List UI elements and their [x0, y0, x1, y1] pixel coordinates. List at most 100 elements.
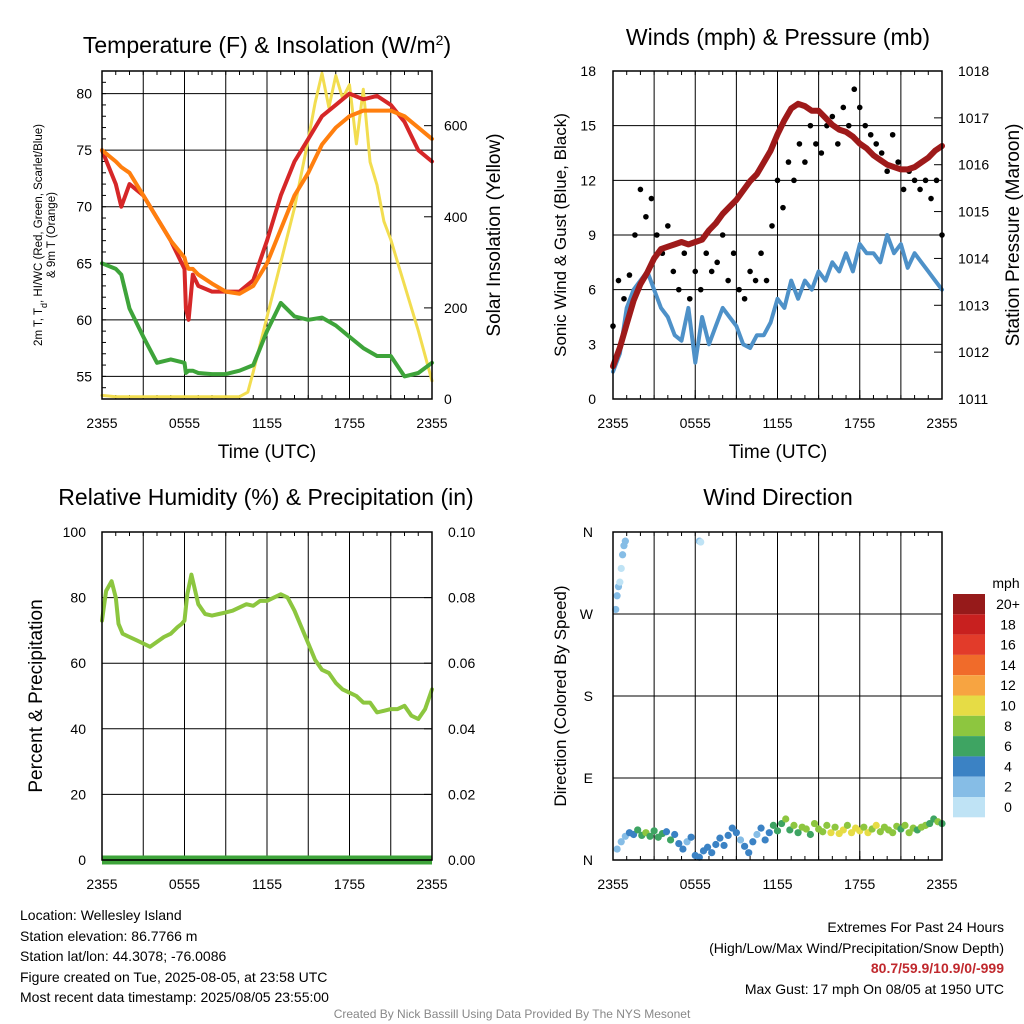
- gust-point: [626, 272, 633, 278]
- gust-point: [615, 277, 622, 284]
- direction-point: [671, 830, 679, 839]
- pressure-y-tick-label: 1018: [958, 63, 989, 79]
- rh-x-tick-label: 2355: [86, 876, 117, 892]
- station-elevation: Station elevation: 86.7766 m: [20, 927, 198, 944]
- gust-point: [736, 286, 742, 293]
- temp-x-tick-label: 2355: [416, 415, 447, 431]
- gust-point: [813, 141, 819, 147]
- direction-point: [843, 821, 852, 829]
- rh-y-tick-label: 60: [70, 655, 86, 671]
- wind-y-tick-label: 6: [588, 282, 596, 298]
- direction-point: [650, 827, 658, 835]
- wind-x-tick-label: 2355: [926, 415, 957, 431]
- gust-point: [867, 131, 874, 138]
- speed-legend-label: 6: [1004, 738, 1012, 754]
- gust-point: [747, 268, 753, 275]
- extremes-values: 80.7/59.9/10.9/0/-999: [870, 960, 1004, 977]
- gust-point: [895, 159, 901, 165]
- wind-y-tick-label: 15: [580, 118, 596, 134]
- gust-point: [928, 195, 934, 202]
- gust-point: [752, 277, 759, 284]
- gust-point: [862, 122, 869, 129]
- gust-point: [911, 177, 918, 184]
- direction-point: [765, 829, 773, 837]
- pressure-y-axis-label: Station Pressure (Maroon): [1003, 124, 1024, 347]
- dir-y-tick-label: S: [584, 688, 593, 704]
- direction-point: [749, 838, 757, 846]
- dir-x-tick-label: 1755: [844, 876, 875, 892]
- direction-point: [613, 845, 621, 853]
- dir-x-tick-label: 2355: [926, 876, 957, 892]
- direction-point: [724, 831, 732, 840]
- station-info: Location: Wellesley Island Station eleva…: [20, 905, 329, 1008]
- speed-legend-swatch: [953, 776, 985, 797]
- gust-point: [884, 168, 890, 175]
- gust-point: [637, 186, 644, 193]
- sonic-wind-line: [611, 233, 944, 374]
- direction-point: [712, 840, 720, 849]
- direction-point: [802, 825, 810, 833]
- gust-point: [807, 122, 814, 129]
- speed-legend-label: 12: [1000, 677, 1016, 693]
- wind-y-tick-label: 18: [580, 63, 596, 79]
- recent-data-timestamp: Most recent data timestamp: 2025/08/05 2…: [20, 989, 329, 1006]
- direction-point: [860, 823, 868, 831]
- direction-point: [720, 841, 728, 850]
- station-location: Location: Wellesley Island: [20, 907, 182, 923]
- gust-point: [818, 150, 825, 156]
- relative-humidity-line: [100, 572, 434, 721]
- precip-y-tick-label: 0.08: [448, 590, 475, 606]
- rh-y-tick-label: 100: [63, 524, 87, 540]
- speed-legend-swatch: [953, 715, 985, 737]
- gust-point: [774, 177, 781, 184]
- pressure-y-tick-label: 1012: [958, 344, 989, 360]
- speed-legend-swatch: [953, 695, 985, 716]
- direction-point: [757, 824, 765, 832]
- temp-y-tick-label: 65: [76, 255, 92, 271]
- gust-point: [856, 104, 863, 111]
- precip-y-tick-label: 0.06: [448, 655, 475, 671]
- pressure-y-tick-label: 1016: [958, 157, 989, 173]
- temp-x-tick-label: 2355: [86, 415, 117, 431]
- dir-y-tick-label: N: [583, 852, 593, 868]
- speed-legend-label: 2: [1004, 779, 1012, 795]
- gust-point: [878, 150, 885, 156]
- temp-y-tick-label: 75: [76, 142, 92, 158]
- speed-legend-swatch: [953, 594, 985, 615]
- direction-point: [617, 564, 625, 573]
- gust-point: [621, 295, 627, 302]
- gust-point: [785, 159, 792, 165]
- speed-legend-label: 20+: [996, 596, 1020, 612]
- precip-y-tick-label: 0.10: [448, 524, 475, 540]
- gust-point: [697, 286, 704, 293]
- dewpoint-line: [100, 261, 434, 379]
- gust-point: [632, 232, 638, 238]
- nine-meter-temperature-line: [100, 108, 434, 296]
- direction-point: [687, 833, 695, 841]
- gust-point: [730, 250, 737, 257]
- speed-legend-label: 18: [1000, 616, 1016, 632]
- gust-point: [763, 277, 770, 284]
- precip-y-tick-label: 0.02: [448, 786, 475, 802]
- direction-point: [618, 551, 627, 559]
- dir-x-tick-label: 2355: [597, 876, 628, 892]
- dir-y-tick-label: N: [583, 524, 593, 540]
- direction-point: [769, 821, 777, 829]
- rh-y-axis-label: Percent & Precipitation: [26, 599, 47, 792]
- speed-legend-swatch: [953, 797, 985, 818]
- insolation-y-tick-label: 600: [444, 118, 468, 134]
- speed-legend-swatch: [953, 654, 985, 676]
- direction-point: [617, 838, 625, 846]
- gust-point: [900, 186, 907, 193]
- dir-y-tick-label: E: [584, 770, 593, 786]
- gust-point: [851, 86, 858, 93]
- gust-point: [648, 195, 655, 202]
- direction-point: [703, 843, 712, 851]
- direction-point: [872, 821, 880, 829]
- speed-legend-swatch: [953, 675, 985, 696]
- rh-y-tick-label: 20: [70, 786, 86, 802]
- speed-legend-swatch: [953, 736, 985, 757]
- temp-y-tick-label: 80: [76, 86, 92, 102]
- temp-frame: [101, 70, 433, 400]
- wind-panel-title: Winds (mph) & Pressure (mb): [626, 24, 930, 50]
